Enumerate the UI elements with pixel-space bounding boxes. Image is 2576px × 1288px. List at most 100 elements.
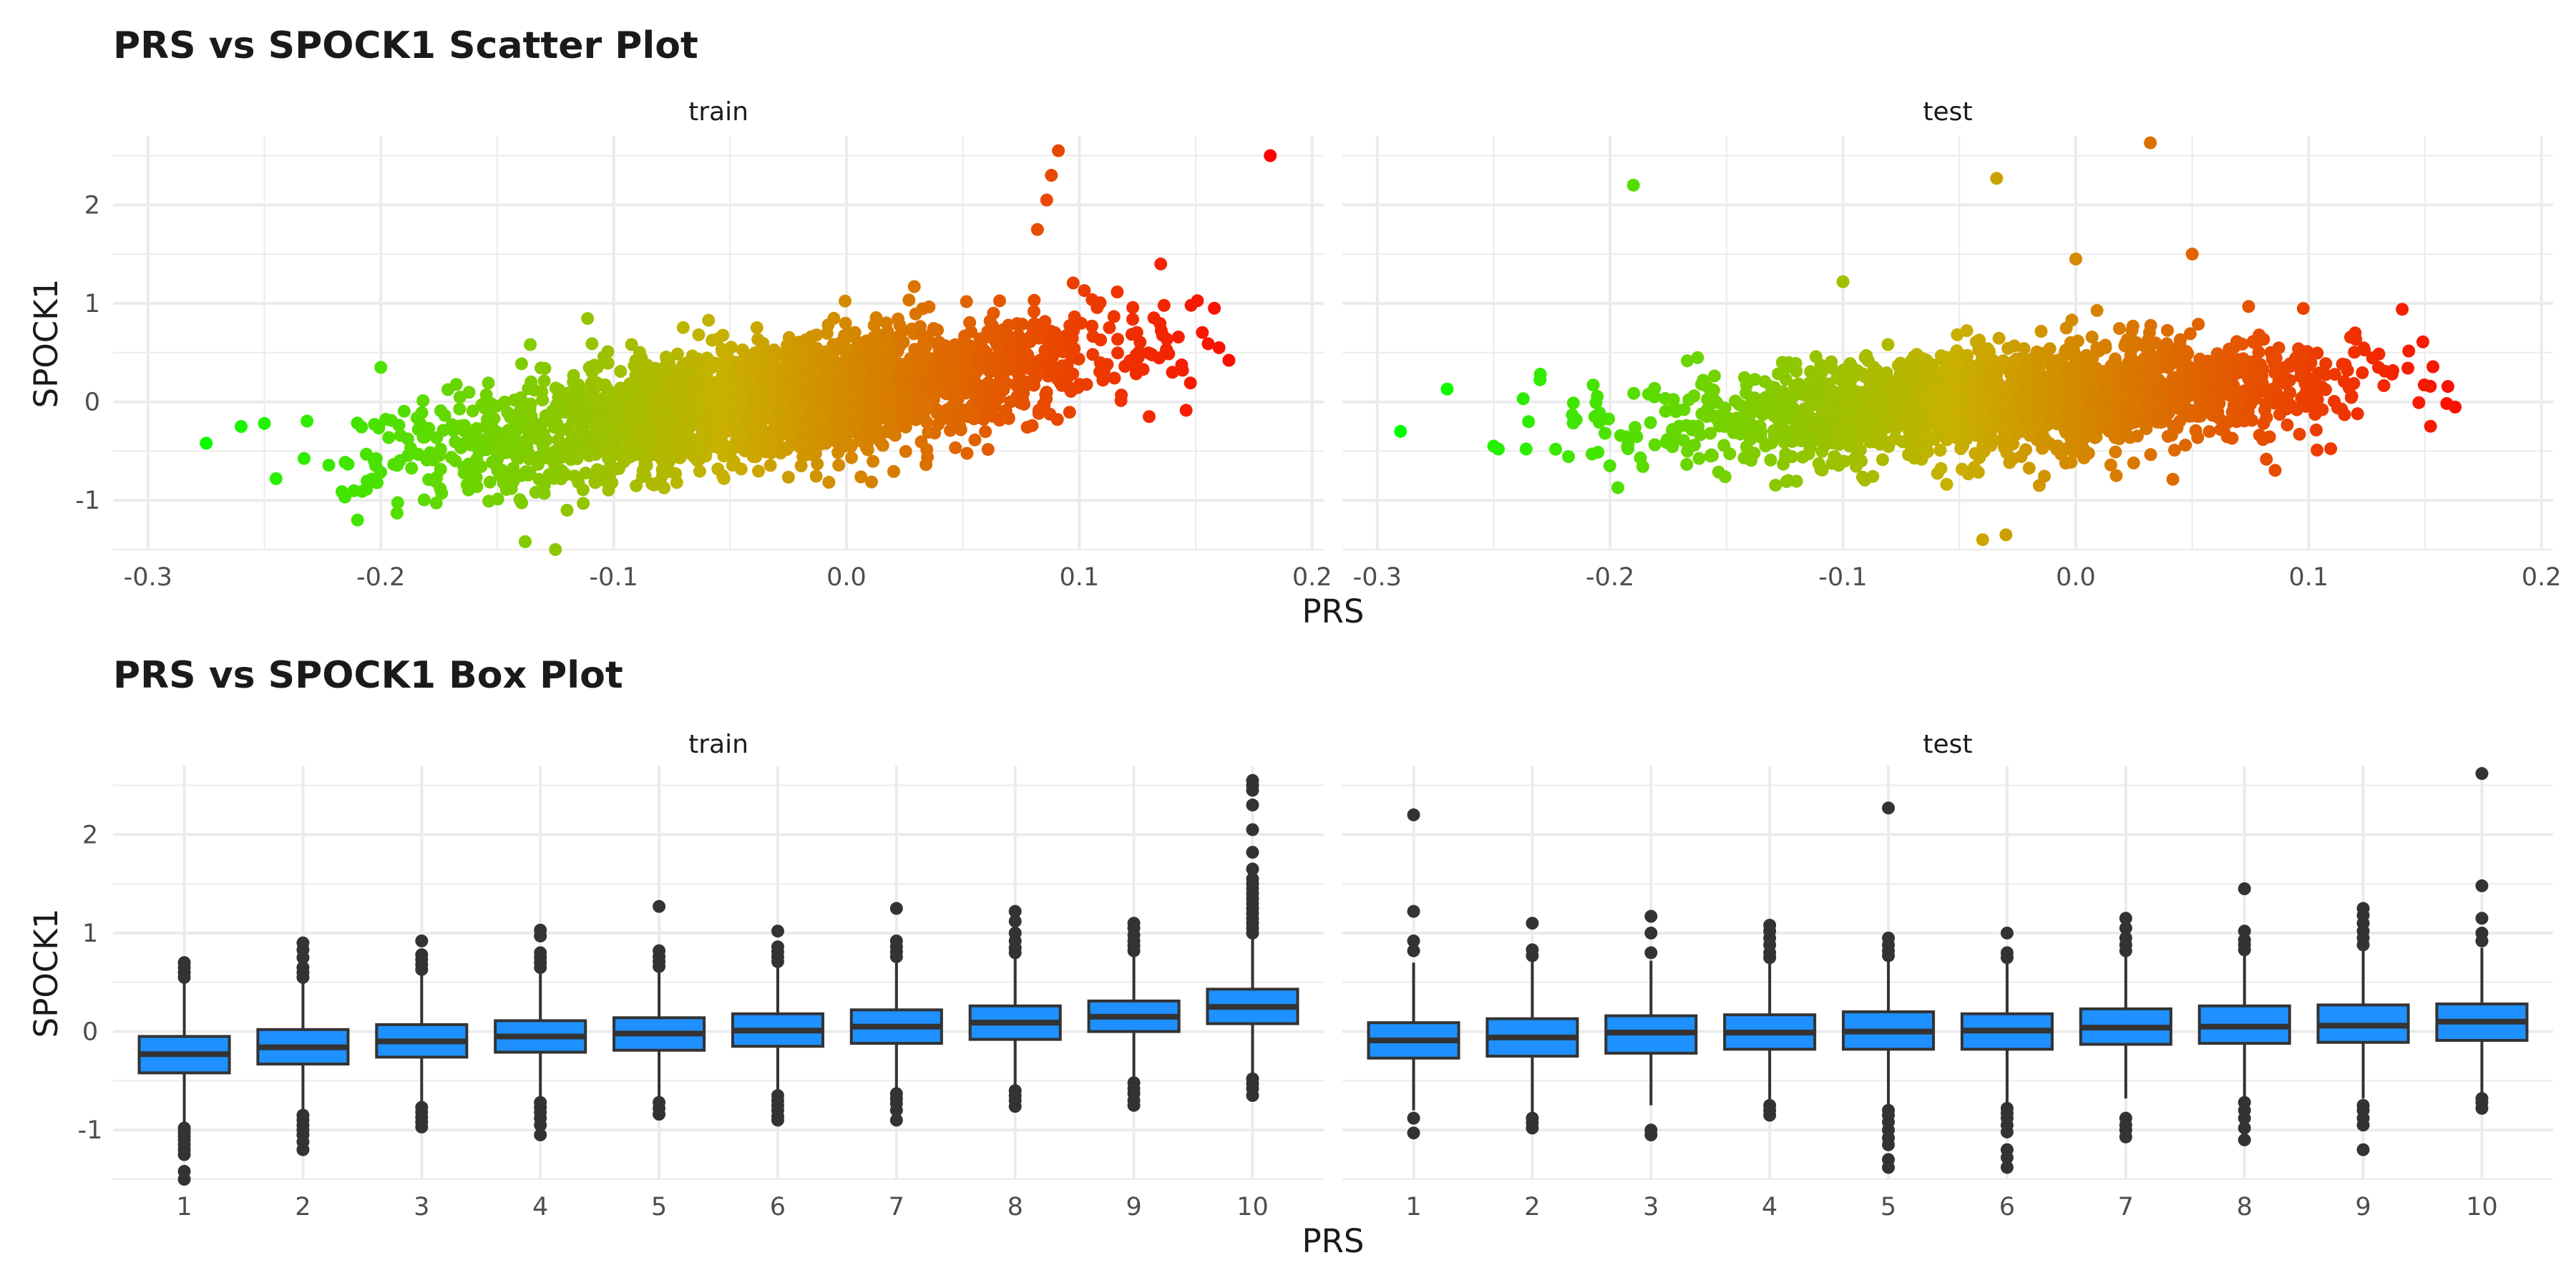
data-point [806,411,819,424]
data-point [867,318,881,332]
data-point [1963,419,1976,433]
data-point [960,447,974,460]
data-point [1712,409,1725,423]
data-point [773,404,786,417]
data-point [1533,368,1547,381]
data-point [2102,424,2116,438]
data-point [1179,404,1193,417]
data-point [351,513,364,527]
data-point [514,357,528,371]
outlier-point [1008,904,1022,918]
data-point [2245,382,2259,396]
data-point [721,400,734,414]
data-point [602,465,616,479]
data-point [1586,379,1600,392]
data-point [994,379,1008,392]
data-point [1549,442,1562,456]
x-tick-label: -0.3 [1353,563,1402,592]
data-point [1845,360,1858,374]
data-point [269,472,283,485]
data-point [449,378,463,391]
data-point [1129,348,1143,361]
data-point [2319,357,2333,371]
data-point [2252,346,2265,359]
data-point [1020,421,1034,434]
data-point [1057,374,1070,388]
data-point [1028,305,1040,318]
data-point [838,329,852,342]
data-point [1850,440,1864,453]
data-point [2166,472,2180,486]
data-point [1891,389,1905,403]
data-point [2183,327,2197,341]
data-point [414,417,427,431]
data-point [1111,346,1124,360]
data-point [2213,386,2227,399]
outlier-point [1246,872,1259,886]
data-point [570,452,584,465]
data-point [491,426,504,439]
data-point [1723,447,1737,461]
data-point [1516,392,1530,406]
data-point [1769,479,1782,492]
outlier-point [534,946,547,960]
data-point [1750,424,1763,438]
data-point [844,407,858,420]
data-point [1968,461,1981,474]
data-point [1589,396,1603,409]
box-panel-train [113,766,1324,1186]
data-point [839,294,852,308]
data-point [775,440,789,454]
data-point [522,452,536,466]
data-point [2131,374,2145,387]
x-tick-label: 7 [889,1193,904,1221]
data-point [1125,328,1138,341]
data-point [2099,382,2112,395]
data-point [1951,347,1964,361]
outlier-point [177,1173,191,1186]
data-point [639,457,653,471]
data-point [1060,358,1074,372]
outlier-point [1407,1126,1420,1140]
data-point [1222,353,1236,367]
data-point [2069,253,2082,265]
data-point [1956,462,1969,476]
data-point [656,434,670,448]
outlier-point [2000,1151,2014,1164]
data-point [522,382,535,396]
data-point [2179,439,2192,452]
data-point [799,333,813,346]
data-point [1603,459,1616,472]
data-point [1931,467,1944,480]
data-point [915,328,929,342]
data-point [2237,366,2250,379]
data-point [648,409,661,423]
data-point [536,393,550,406]
data-point [1729,411,1743,425]
data-point [2449,400,2462,414]
data-point [670,347,684,361]
x-tick-label: -0.2 [356,563,405,592]
data-point [1905,353,1918,367]
data-point [2030,352,2044,366]
data-point [387,457,401,471]
data-point [781,338,794,352]
data-point [1440,382,1454,396]
data-point [920,416,934,429]
data-point [781,428,795,441]
data-point [746,423,759,436]
data-point [507,462,520,475]
data-point [901,381,914,394]
data-point [930,406,944,420]
data-point [746,358,760,371]
data-point [1681,444,1694,458]
data-point [2377,379,2391,392]
x-tick-label: 0.2 [2522,563,2562,592]
data-point [879,316,893,330]
data-point [1777,436,1791,449]
data-point [814,361,827,374]
outlier-point [2000,946,2014,960]
data-point [2113,322,2126,336]
data-point [2260,452,2273,466]
data-point [2034,325,2048,338]
